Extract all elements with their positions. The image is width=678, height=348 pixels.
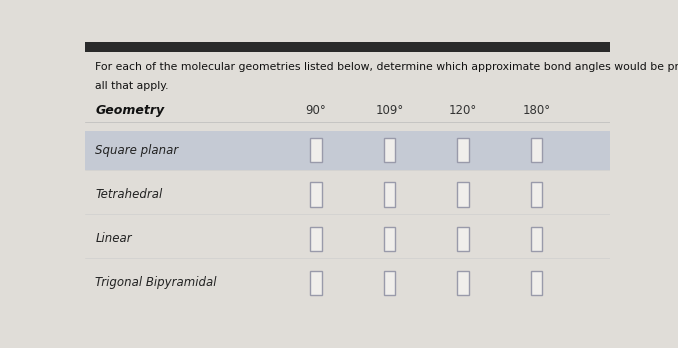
Text: 109°: 109°	[376, 104, 403, 117]
Bar	[384, 271, 395, 295]
Text: all that apply.: all that apply.	[95, 81, 169, 91]
Bar	[457, 271, 469, 295]
Bar	[531, 182, 542, 207]
Text: Geometry: Geometry	[95, 104, 164, 117]
Text: For each of the molecular geometries listed below, determine which approximate b: For each of the molecular geometries lis…	[95, 62, 678, 72]
Bar	[384, 138, 395, 162]
Bar	[531, 138, 542, 162]
Bar	[310, 271, 322, 295]
Text: Linear: Linear	[95, 232, 132, 245]
Bar	[85, 131, 610, 170]
Text: 180°: 180°	[523, 104, 551, 117]
Bar	[85, 42, 610, 53]
Bar	[531, 227, 542, 251]
Bar	[85, 219, 610, 258]
Text: Trigonal Bipyramidal: Trigonal Bipyramidal	[95, 276, 217, 290]
Bar	[457, 182, 469, 207]
Bar	[384, 182, 395, 207]
Bar	[310, 138, 322, 162]
Bar	[384, 227, 395, 251]
Text: Square planar: Square planar	[95, 144, 178, 157]
Bar	[310, 227, 322, 251]
Text: 120°: 120°	[449, 104, 477, 117]
Bar	[310, 182, 322, 207]
Text: Tetrahedral: Tetrahedral	[95, 188, 163, 201]
Bar	[85, 263, 610, 302]
Bar	[531, 271, 542, 295]
Bar	[457, 227, 469, 251]
Text: 90°: 90°	[306, 104, 326, 117]
Bar	[457, 138, 469, 162]
Bar	[85, 175, 610, 214]
